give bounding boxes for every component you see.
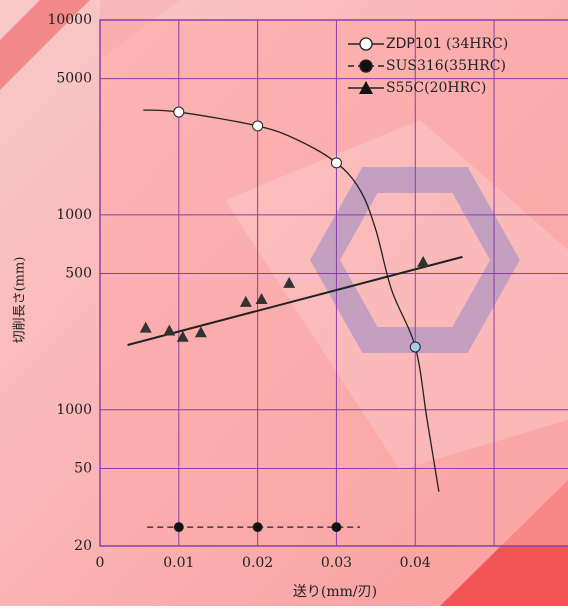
y-tick-label: 500 — [65, 266, 92, 282]
data-point — [409, 341, 421, 353]
data-point — [252, 120, 264, 132]
x-tick-label: 0.02 — [242, 555, 273, 571]
watermark — [225, 120, 568, 470]
legend-note: (34HRC) — [446, 36, 508, 52]
x-tick-label: 0.04 — [400, 555, 431, 571]
data-point — [331, 522, 342, 533]
data-point — [417, 255, 430, 267]
legend-marker — [359, 59, 373, 73]
plot-frame — [99, 19, 568, 547]
data-point — [239, 295, 252, 307]
x-tick-label: 0.03 — [321, 555, 352, 571]
data-point — [173, 106, 185, 118]
legend-name: ZDP101 — [386, 36, 442, 52]
x-axis-label: 送り(mm/刃) — [293, 584, 377, 600]
data-point — [139, 321, 152, 333]
data-point — [194, 326, 207, 338]
legend-marker — [359, 81, 373, 94]
legend-name: S55C(20HRC) — [386, 80, 486, 96]
data-point — [330, 157, 342, 169]
legend-label: ZDP101 (34HRC) — [386, 36, 508, 52]
y-tick-label: 1000 — [56, 207, 92, 223]
fit-line — [127, 255, 463, 346]
y-axis-label: 切削長さ(mm) — [13, 257, 28, 344]
data-point — [163, 324, 176, 336]
fit-line — [143, 109, 440, 492]
data-point — [173, 522, 184, 533]
stripe — [0, 0, 90, 90]
watermark-logo — [310, 167, 520, 353]
legend-name: SUS316(35HRC) — [386, 58, 506, 74]
data-point — [252, 522, 263, 533]
y-tick-label: 1000 — [56, 402, 92, 418]
y-tick-label: 20 — [74, 538, 92, 554]
y-tick-label: 5000 — [56, 71, 92, 87]
legend-marker — [359, 37, 373, 51]
y-tick-label: 10000 — [47, 12, 92, 28]
x-tick-label: 0.01 — [163, 555, 194, 571]
legend-label: SUS316(35HRC) — [386, 58, 506, 74]
y-tick-label: 50 — [74, 460, 92, 476]
x-tick-label: 0 — [96, 555, 105, 571]
data-point — [255, 293, 268, 305]
legend-label: S55C(20HRC) — [386, 80, 486, 96]
data-point — [283, 276, 296, 288]
data-point — [176, 330, 189, 342]
